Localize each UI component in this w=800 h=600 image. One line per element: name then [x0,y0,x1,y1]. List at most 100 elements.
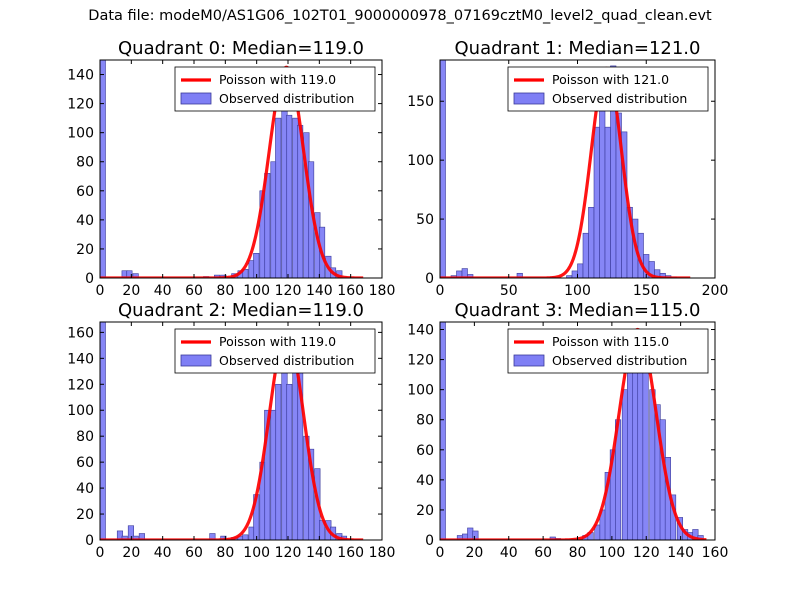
x-tick-label: 40 [500,545,518,561]
x-tick-label: 140 [306,545,333,561]
axes-frame [99,59,383,279]
y-tick-label: 100 [67,403,94,419]
y-tick-label: 40 [76,213,94,229]
y-tick-label: 20 [76,242,94,258]
x-tick-label: 120 [275,545,302,561]
x-tick-label: 80 [569,545,587,561]
legend-label-poisson: Poisson with 119.0 [219,72,336,87]
legend: Poisson with 115.0 Observed distribution [507,328,709,374]
poisson-curve [100,65,365,278]
y-tick-label: 50 [416,212,434,228]
y-tick-label: 60 [416,443,434,459]
legend: Poisson with 119.0 Observed distribution [174,328,376,374]
histogram-bar [637,359,644,540]
legend-bar-swatch [180,354,212,367]
histogram-bar [126,270,133,278]
x-tick-label: 200 [702,283,729,299]
legend-label-observed: Observed distribution [219,353,354,368]
x-tick-label: 20 [122,283,140,299]
histogram-bar [253,252,260,278]
legend: Poisson with 119.0 Observed distribution [174,66,376,112]
axes-frame [99,321,383,541]
quadrant-2-subplot: 0 20 40 60 80 100 120 140 160 1800204060801001201… [67,300,395,561]
x-tick-label: 140 [306,283,333,299]
y-tick-label: 80 [76,429,94,445]
histogram-bar [264,409,271,540]
subplot-title: Quadrant 0: Median=119.0 [118,38,364,59]
histogram-bar [649,389,656,540]
y-tick-label: 100 [67,126,94,142]
x-tick-label: 160 [702,545,729,561]
x-tick-label: 80 [216,545,234,561]
subplot-title: Quadrant 1: Median=121.0 [455,38,701,59]
legend-bar-swatch [180,92,212,105]
histogram-bar [577,263,584,278]
x-tick-label: 60 [534,545,552,561]
histogram-bar [599,100,606,278]
y-tick-label: 140 [67,68,94,84]
y-tick-label: 140 [407,323,434,339]
histogram-bar [275,117,282,278]
x-tick-label: 0 [96,545,105,561]
histogram-bar [127,525,134,540]
y-tick-label: 0 [85,533,94,549]
y-tick-label: 40 [76,481,94,497]
quadrant-0-subplot: 0 20 40 60 80 100 120 140 160 1800204060801001201… [67,38,395,299]
y-tick-label: 140 [67,351,94,367]
x-tick-label: 100 [564,283,591,299]
x-tick-label: 60 [185,283,203,299]
histogram-bar [516,272,523,278]
histogram-bar [593,126,600,278]
histogram-bar [286,114,293,278]
legend-label-poisson: Poisson with 115.0 [552,334,669,349]
histogram-bar [692,529,699,540]
x-tick-label: 40 [154,545,172,561]
quadrant-1-subplot: 0 50 100 150 200 0 50 100 150 Quadrant 1: Median=… [407,38,728,299]
histogram-bar [627,344,634,540]
y-tick-label: 100 [407,383,434,399]
x-tick-label: 20 [122,545,140,561]
histogram-bar [286,383,293,540]
histogram-bar [588,206,595,278]
subplot-title: Quadrant 3: Median=115.0 [455,300,701,321]
y-tick-label: 0 [85,271,94,287]
x-tick-label: 100 [243,283,270,299]
y-tick-label: 120 [407,353,434,369]
figure-title: Data file: modeM0/AS1G06_102T01_90000009… [88,8,712,24]
x-tick-label: 150 [633,283,660,299]
histogram-bar [116,530,124,540]
y-tick-label: 80 [76,155,94,171]
y-tick-label: 20 [416,503,434,519]
x-tick-label: 180 [369,545,396,561]
poisson-curve [100,330,365,540]
histogram-bar [467,527,474,540]
x-tick-label: 60 [185,545,203,561]
histogram-bar [642,366,649,540]
histogram-bar [242,534,249,540]
legend-label-poisson: Poisson with 119.0 [219,334,336,349]
y-tick-label: 0 [425,271,434,287]
subplot-title: Quadrant 2: Median=119.0 [118,300,364,321]
x-tick-label: 0 [96,283,105,299]
histogram-bar [100,60,106,278]
x-tick-label: 80 [216,283,234,299]
y-tick-label: 120 [67,377,94,393]
x-tick-label: 180 [369,283,396,299]
plot-area [440,60,692,278]
y-tick-label: 150 [407,94,434,110]
histogram-bar [571,270,578,278]
x-tick-label: 40 [154,283,172,299]
histogram-bar [467,274,474,278]
histogram-bar [275,383,282,540]
y-tick-label: 120 [67,97,94,113]
x-tick-label: 20 [465,545,483,561]
histogram-bar [604,126,611,278]
legend-label-observed: Observed distribution [552,353,687,368]
y-tick-label: 40 [416,473,434,489]
histogram-bar [621,389,628,540]
poisson-curve [440,66,692,278]
x-tick-label: 160 [337,283,364,299]
histogram-bar [440,322,446,540]
